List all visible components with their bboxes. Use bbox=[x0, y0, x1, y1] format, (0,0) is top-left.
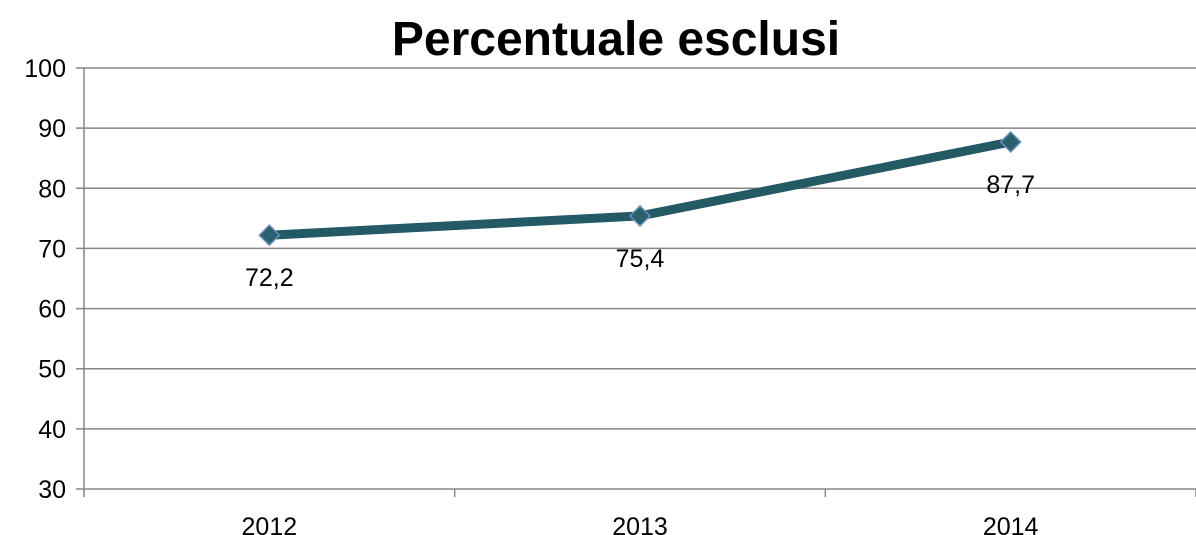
chart-title: Percentuale esclusi bbox=[391, 13, 841, 66]
gridlines bbox=[76, 67, 1196, 497]
y-tick-label: 90 bbox=[38, 115, 66, 143]
series-group: 72,2 75,4 87,7 bbox=[245, 130, 1035, 292]
y-tick-label: 80 bbox=[38, 175, 66, 203]
y-tick-label: 30 bbox=[38, 476, 66, 504]
x-tick-label: 2012 bbox=[242, 513, 298, 535]
y-tick-label: 100 bbox=[24, 55, 66, 83]
y-axis-ticks: 30 40 50 60 70 80 90 100 bbox=[24, 55, 66, 504]
data-point-marker bbox=[628, 204, 652, 228]
data-point-marker bbox=[258, 224, 281, 247]
data-label: 72,2 bbox=[245, 264, 294, 292]
x-axis-ticks: 2012 2013 2014 bbox=[242, 513, 1039, 535]
x-tick-label: 2014 bbox=[983, 513, 1039, 535]
data-label: 75,4 bbox=[616, 245, 665, 273]
data-label: 87,7 bbox=[986, 171, 1035, 199]
data-point-marker bbox=[999, 130, 1022, 154]
x-tick-label: 2013 bbox=[612, 513, 668, 535]
y-tick-label: 50 bbox=[38, 356, 66, 384]
y-tick-label: 40 bbox=[38, 416, 66, 444]
y-tick-label: 60 bbox=[38, 296, 66, 324]
y-tick-label: 70 bbox=[38, 235, 66, 263]
